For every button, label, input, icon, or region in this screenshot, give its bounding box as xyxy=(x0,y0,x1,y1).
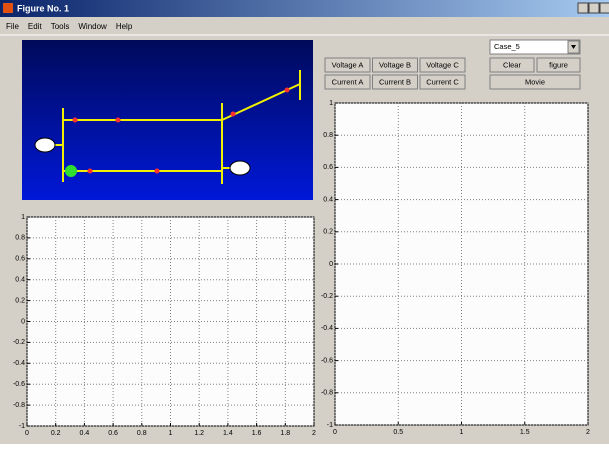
menu-item[interactable]: Tools xyxy=(51,22,70,31)
button[interactable]: Voltage C xyxy=(419,57,466,73)
button-face[interactable] xyxy=(419,74,466,90)
button-face[interactable] xyxy=(324,57,371,73)
button-label: Voltage A xyxy=(332,60,364,69)
x-tick-label: 0.6 xyxy=(108,430,118,437)
x-tick-label: 0 xyxy=(333,429,337,436)
menu-item[interactable]: Help xyxy=(116,22,133,31)
breaker xyxy=(284,87,290,93)
x-tick-label: 0.2 xyxy=(51,430,61,437)
x-tick-label: 0.4 xyxy=(80,430,90,437)
x-tick-label: 0 xyxy=(25,430,29,437)
network-diagram xyxy=(22,40,313,200)
x-tick-label: 1.5 xyxy=(520,429,530,436)
source xyxy=(34,137,56,153)
breaker xyxy=(72,117,78,123)
y-tick-label: -0.6 xyxy=(321,357,333,364)
y-tick-label: -0.6 xyxy=(13,381,25,388)
y-tick-label: -0.4 xyxy=(13,360,25,367)
y-tick-label: -0.2 xyxy=(13,339,25,346)
y-tick-label: 0.4 xyxy=(323,196,333,203)
button-label: Current C xyxy=(426,77,459,86)
y-tick-label: -0.8 xyxy=(13,402,25,409)
app-icon xyxy=(3,3,13,13)
window-title: Figure No. 1 xyxy=(17,3,69,13)
y-tick-label: 0.8 xyxy=(15,235,25,242)
y-tick-label: -1 xyxy=(19,423,25,430)
y-tick-label: 0.6 xyxy=(15,256,25,263)
x-tick-label: 2 xyxy=(312,430,316,437)
button[interactable]: Voltage A xyxy=(324,57,371,73)
breaker xyxy=(115,117,121,123)
dropdown-box[interactable] xyxy=(489,39,581,55)
button[interactable]: Current C xyxy=(419,74,466,90)
x-tick-label: 2 xyxy=(586,429,590,436)
axes: 0 0.5 1 1.5 2 -1 -0.8 -0.6 -0.4 -0.2 0 0.2 0.4 0.6 0.8… xyxy=(321,100,590,436)
x-tick-label: 1.8 xyxy=(280,430,290,437)
minimize-button[interactable] xyxy=(577,2,589,14)
breaker xyxy=(87,168,93,174)
button-face[interactable] xyxy=(489,57,535,73)
menu-item[interactable]: File xyxy=(6,22,19,31)
dropdown-value: Case_5 xyxy=(494,42,520,51)
close-button[interactable] xyxy=(599,2,609,14)
button-label: Voltage C xyxy=(426,60,459,69)
button-label: Current A xyxy=(332,77,364,86)
x-tick-label: 0.5 xyxy=(393,429,403,436)
arrow-icon xyxy=(571,45,576,49)
menu-item[interactable]: Edit xyxy=(28,22,43,31)
breakers xyxy=(72,87,290,174)
button[interactable]: Current A xyxy=(324,74,371,90)
button[interactable]: Voltage B xyxy=(372,57,418,73)
button[interactable]: figure xyxy=(536,57,581,73)
controls: Case_5 Voltage A Voltage B Voltage C Curren… xyxy=(324,39,581,90)
axes: 0 0.2 0.4 0.6 0.8 1 1.2 1.4 1.6 1.8 2 -1 -0.8 -0.6 -0.… xyxy=(13,214,316,437)
menu-item[interactable]: Window xyxy=(78,22,107,31)
y-tick-label: 1 xyxy=(329,100,333,107)
case-dropdown[interactable]: Case_5 xyxy=(489,39,581,55)
y-tick-label: 0 xyxy=(329,261,333,268)
y-tick-label: -0.8 xyxy=(321,390,333,397)
button[interactable]: Clear xyxy=(489,57,535,73)
window-controls[interactable] xyxy=(577,2,609,14)
y-tick-label: 0 xyxy=(21,318,25,325)
button-label: Clear xyxy=(503,60,521,69)
maximize-button[interactable] xyxy=(588,2,600,14)
y-tick-label: -1 xyxy=(327,422,333,429)
x-tick-label: 0.8 xyxy=(137,430,147,437)
x-tick-label: 1.6 xyxy=(252,430,262,437)
y-tick-label: 0.4 xyxy=(15,277,25,284)
y-tick-label: 0.2 xyxy=(323,229,333,236)
button-face[interactable] xyxy=(372,57,418,73)
y-tick-label: 0.2 xyxy=(15,297,25,304)
button-face[interactable] xyxy=(489,74,581,90)
title-bar xyxy=(0,0,609,17)
generator xyxy=(65,165,77,177)
y-tick-label: 0.8 xyxy=(323,132,333,139)
button-label: Current B xyxy=(379,77,411,86)
button-face[interactable] xyxy=(419,57,466,73)
y-tick-label: 1 xyxy=(21,214,25,221)
x-tick-label: 1 xyxy=(460,429,464,436)
y-tick-label: 0.6 xyxy=(323,164,333,171)
button-label: Voltage B xyxy=(379,60,411,69)
y-tick-label: -0.4 xyxy=(321,325,333,332)
button[interactable]: Movie xyxy=(489,74,581,90)
button-face[interactable] xyxy=(372,74,418,90)
x-tick-label: 1.2 xyxy=(194,430,204,437)
breaker xyxy=(230,111,236,117)
y-tick-label: -0.2 xyxy=(321,293,333,300)
load xyxy=(229,160,251,176)
x-tick-label: 1 xyxy=(169,430,173,437)
button-label: figure xyxy=(549,60,568,69)
plots: 0 0.2 0.4 0.6 0.8 1 1.2 1.4 1.6 1.8 2 -1 -0.8 -0.6 -0.… xyxy=(13,100,590,437)
button-label: Movie xyxy=(525,77,545,86)
menu-bar: File Edit Tools Window Help xyxy=(6,22,133,31)
button-face[interactable] xyxy=(324,74,371,90)
button-face[interactable] xyxy=(536,57,581,73)
button[interactable]: Current B xyxy=(372,74,418,90)
breaker xyxy=(154,168,160,174)
x-tick-label: 1.4 xyxy=(223,430,233,437)
